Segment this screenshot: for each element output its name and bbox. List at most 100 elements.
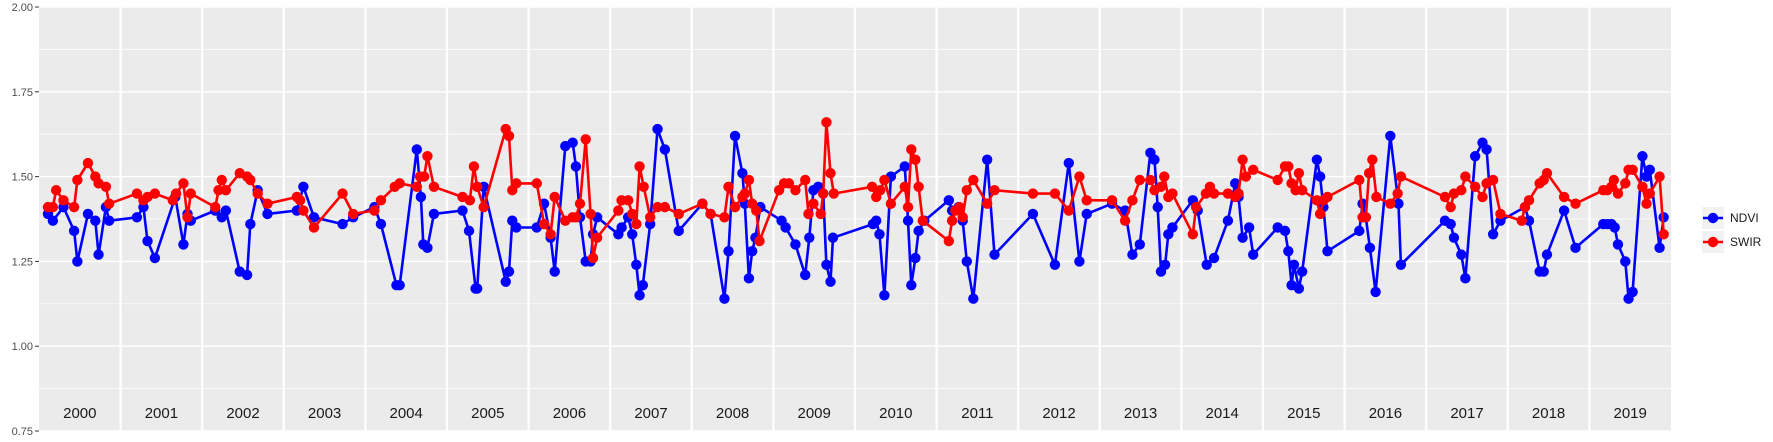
year-labels: 2000 2001 2002 2003 2004 2005 2006 2007 2008 2009… <box>63 405 1647 422</box>
data-point <box>178 239 189 250</box>
data-point <box>1248 164 1259 176</box>
data-point <box>917 215 928 226</box>
data-point <box>503 130 515 142</box>
data-point <box>906 279 917 291</box>
data-point <box>464 195 476 206</box>
data-point <box>1106 195 1118 206</box>
data-point <box>1445 218 1456 230</box>
data-point <box>673 208 684 220</box>
data-point <box>631 259 642 270</box>
data-point <box>652 123 663 135</box>
data-point <box>1612 188 1624 199</box>
data-point <box>580 134 591 145</box>
data-point <box>1620 178 1631 189</box>
data-point <box>294 195 306 206</box>
data-point <box>622 195 634 206</box>
data-point <box>1322 191 1333 203</box>
data-point <box>1208 252 1220 264</box>
year-label: 2019 <box>1614 405 1647 422</box>
data-point <box>418 171 430 182</box>
data-point <box>1393 198 1404 209</box>
year-label: 2002 <box>226 405 259 422</box>
data-point <box>800 269 811 281</box>
data-point <box>549 266 560 277</box>
data-point <box>241 269 253 281</box>
data-point <box>613 205 624 216</box>
data-point <box>82 208 94 220</box>
data-point <box>1644 164 1655 176</box>
data-point <box>1063 205 1074 216</box>
data-point <box>1208 188 1220 199</box>
data-point <box>131 188 143 199</box>
data-point <box>828 188 839 199</box>
data-point <box>1608 174 1620 186</box>
data-point <box>68 225 80 237</box>
data-point <box>567 137 578 148</box>
data-point <box>411 181 423 192</box>
data-point <box>627 229 638 240</box>
data-point <box>1293 283 1305 294</box>
data-point <box>531 178 542 189</box>
data-point <box>1354 174 1365 186</box>
legend-label: NDVI <box>1730 211 1759 225</box>
data-point <box>1322 246 1333 257</box>
data-point <box>906 144 917 155</box>
data-point <box>1558 205 1570 216</box>
data-point <box>899 161 910 172</box>
data-point <box>1283 246 1294 257</box>
data-point <box>428 208 440 220</box>
data-point <box>981 198 993 209</box>
data-point <box>1201 259 1212 270</box>
data-point <box>252 188 263 199</box>
data-point <box>1620 256 1631 267</box>
y-tick-label: 2.00 <box>12 2 33 14</box>
data-point <box>570 161 582 172</box>
data-point <box>1558 191 1570 203</box>
data-point <box>1641 198 1652 209</box>
data-point <box>1456 249 1467 260</box>
data-point <box>943 235 955 247</box>
data-point <box>1385 198 1396 209</box>
data-point <box>1469 151 1481 162</box>
data-point <box>511 222 522 233</box>
data-point <box>729 130 741 142</box>
data-point <box>1049 188 1061 199</box>
data-point <box>1074 171 1085 182</box>
data-point <box>511 178 522 189</box>
data-point <box>673 225 684 237</box>
year-label: 2003 <box>308 405 341 422</box>
data-point <box>737 168 748 179</box>
data-point <box>538 218 550 230</box>
data-point <box>638 181 649 192</box>
data-point <box>705 208 716 220</box>
y-axis: 0.75 1.00 1.25 1.50 1.75 2.00 <box>12 2 39 438</box>
grid-lines <box>39 6 1671 432</box>
data-point <box>337 218 348 230</box>
year-label: 2016 <box>1369 405 1402 422</box>
data-point <box>644 212 656 223</box>
legend: NDVI SWIR <box>1702 207 1762 253</box>
data-point <box>1243 222 1255 233</box>
data-point <box>1081 208 1092 220</box>
data-point <box>1081 195 1092 206</box>
data-point <box>1541 249 1553 260</box>
data-point <box>957 212 968 223</box>
data-point <box>954 201 965 213</box>
data-point <box>170 188 182 199</box>
data-point <box>780 222 791 233</box>
data-point <box>1127 195 1138 206</box>
data-point <box>800 174 811 186</box>
data-point <box>1654 171 1665 182</box>
data-point <box>1145 174 1156 186</box>
data-point <box>58 195 69 206</box>
data-point <box>585 208 596 220</box>
data-point <box>1230 178 1241 189</box>
data-point <box>1469 181 1481 192</box>
data-point <box>989 184 1000 196</box>
data-point <box>82 157 94 169</box>
data-point <box>468 161 480 172</box>
data-point <box>1487 174 1499 186</box>
data-point <box>871 215 882 226</box>
data-point <box>1487 229 1499 240</box>
data-point <box>457 205 468 216</box>
